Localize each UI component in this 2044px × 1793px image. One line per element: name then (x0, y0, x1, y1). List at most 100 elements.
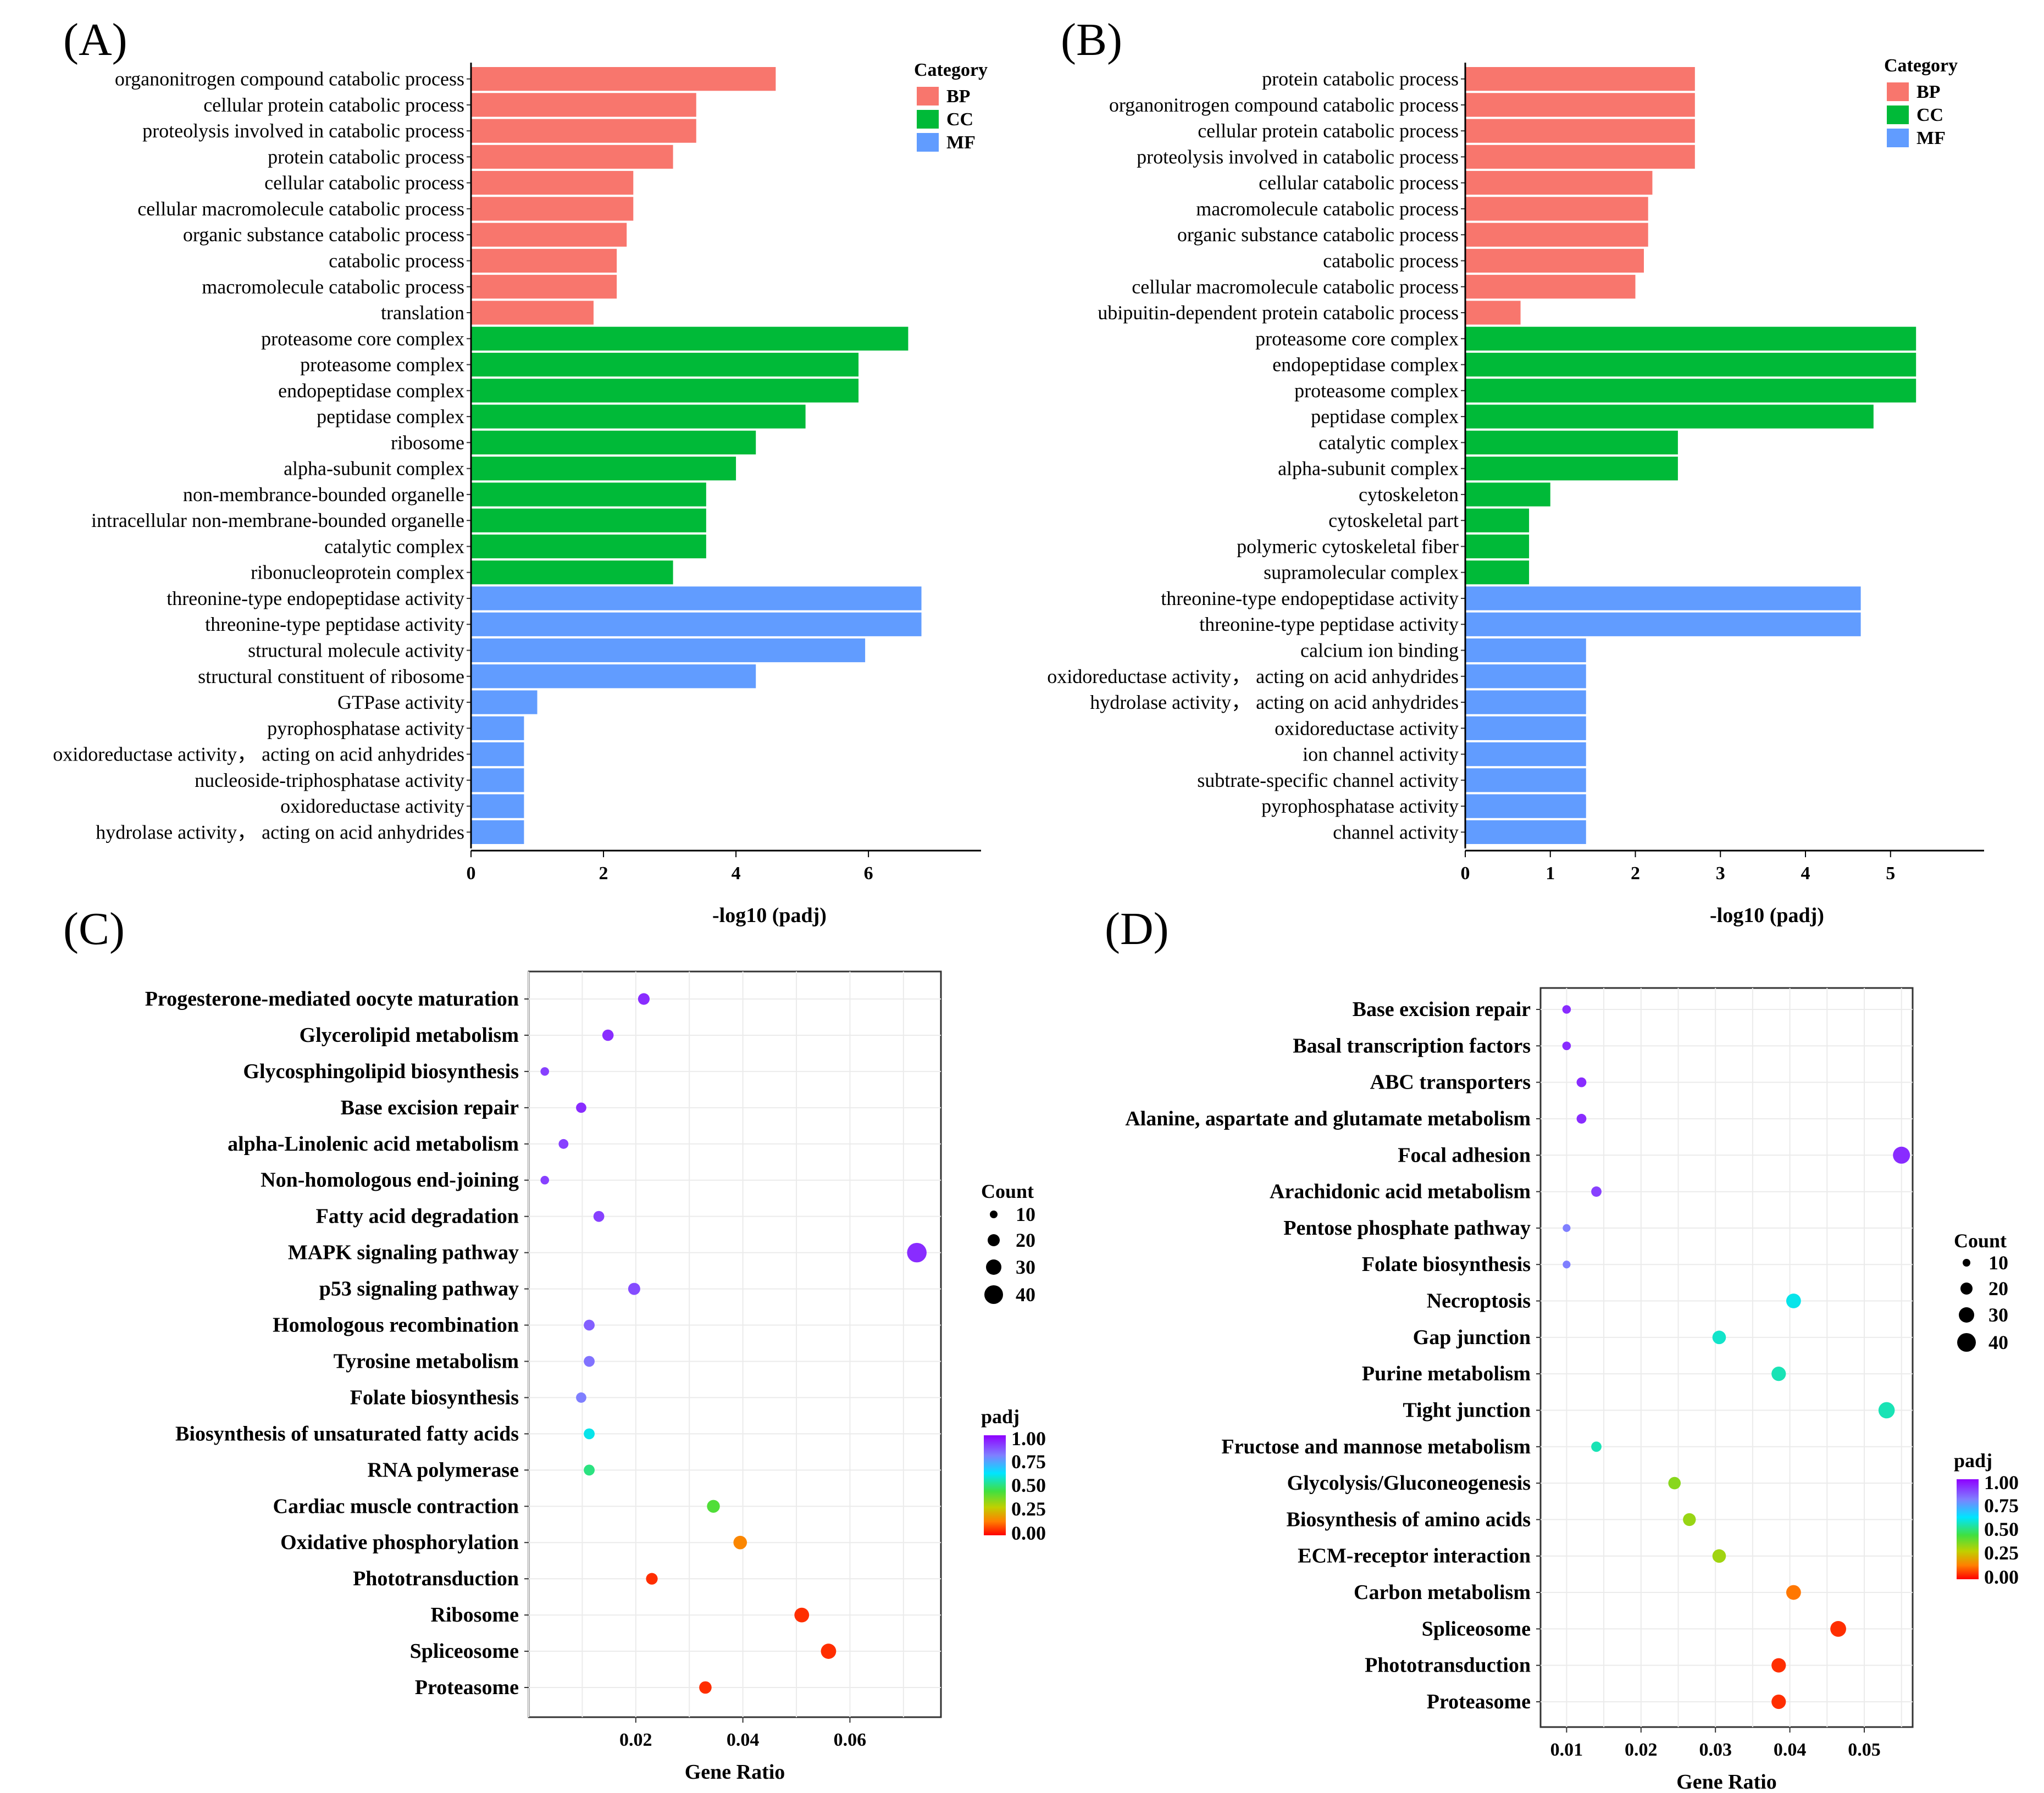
bar (471, 560, 673, 584)
bar (1465, 93, 1695, 116)
bar (471, 223, 627, 247)
data-point (1591, 1186, 1602, 1197)
data-point (699, 1681, 712, 1694)
y-tick-label: intracellular non-membrane-bounded organ… (91, 509, 464, 531)
count-legend-value: 30 (1016, 1256, 1035, 1278)
y-tick-label: Base excision repair (1353, 998, 1531, 1021)
y-tick-label: Spliceosome (1422, 1617, 1531, 1640)
legend-swatch-bp (917, 87, 939, 106)
data-point (1563, 1224, 1570, 1232)
y-tick-label: ECM-receptor interaction (1298, 1545, 1531, 1568)
panel-label-c: (C) (63, 903, 125, 954)
bar (1465, 67, 1695, 91)
data-point (594, 1211, 605, 1222)
x-tick-label: 0.05 (1848, 1740, 1881, 1760)
count-legend-value: 10 (1988, 1252, 2008, 1274)
count-legend-value: 20 (1988, 1278, 2008, 1300)
padj-legend-tick: 0.75 (1984, 1495, 2019, 1517)
y-tick-label: cellular macromolecule catabolic process (1132, 276, 1459, 298)
y-tick-label: structural constituent of ribosome (198, 665, 464, 687)
y-tick-label: Non-homologous end-joining (261, 1169, 519, 1192)
data-point (638, 993, 650, 1004)
x-tick-label: 0.06 (834, 1730, 867, 1750)
padj-legend-tick: 1.00 (1011, 1428, 1046, 1450)
bar (471, 820, 524, 844)
y-tick-label: hydrolase activity， acting on acid anhyd… (1090, 691, 1459, 713)
y-tick-label: ribonucleoprotein complex (251, 562, 464, 584)
data-point (628, 1283, 640, 1295)
count-legend-dot (988, 1234, 1000, 1246)
y-tick-label: polymeric cytoskeletal fiber (1237, 535, 1459, 557)
x-tick-label: 4 (732, 863, 741, 884)
y-tick-label: Folate biosynthesis (1362, 1253, 1531, 1276)
y-tick-label: catabolic process (329, 250, 464, 272)
bar (1465, 482, 1550, 506)
y-tick-label: proteasome core complex (261, 327, 464, 349)
bar (1465, 560, 1529, 584)
bar (1465, 301, 1521, 324)
panel-b-bar-chart: protein catabolic process organonitrogen … (1047, 63, 1984, 927)
count-legend-title: Count (981, 1180, 1034, 1202)
y-tick-label: ion channel activity (1303, 743, 1459, 765)
bar (1465, 794, 1586, 818)
y-tick-label: peptidase complex (1311, 406, 1459, 428)
y-tick-label: Phototransduction (353, 1567, 519, 1590)
padj-colorbar (984, 1435, 1006, 1535)
bar (471, 93, 696, 116)
y-tick-label: Folate biosynthesis (350, 1386, 519, 1409)
bar (471, 717, 524, 740)
data-point (707, 1500, 719, 1513)
x-tick-label: 0.04 (1774, 1740, 1807, 1760)
data-point (1591, 1441, 1602, 1452)
panel-label-b: (B) (1061, 14, 1122, 65)
plot-frame (1541, 988, 1913, 1727)
x-tick-label: 4 (1801, 863, 1810, 884)
padj-legend-tick: 0.25 (1011, 1498, 1046, 1520)
y-tick-label: organic substance catabolic process (1177, 224, 1459, 246)
bar (1465, 690, 1586, 714)
data-point (733, 1536, 747, 1550)
bar (1465, 431, 1678, 454)
y-tick-label: Basal transcription factors (1293, 1034, 1531, 1057)
x-tick-label: 0.03 (1699, 1740, 1732, 1760)
x-tick-label: 0.04 (727, 1730, 760, 1750)
y-tick-label: cellular catabolic process (1259, 172, 1459, 194)
count-legend-dot (1960, 1283, 1973, 1295)
y-tick-label: Fructose and mannose metabolism (1221, 1435, 1531, 1458)
y-tick-label: cellular protein catabolic process (1198, 120, 1459, 142)
y-tick-label: Tyrosine metabolism (334, 1350, 519, 1373)
y-tick-label: catabolic process (1323, 250, 1459, 272)
data-point (821, 1644, 837, 1659)
count-legend-dot (984, 1285, 1003, 1304)
bar (1465, 457, 1678, 480)
y-tick-label: Glycerolipid metabolism (300, 1024, 519, 1047)
x-tick-label: 1 (1546, 863, 1555, 884)
y-tick-label: proteasome core complex (1255, 327, 1459, 349)
legend-label-cc: CC (946, 109, 973, 130)
legend-swatch-cc (917, 110, 939, 129)
count-legend-dot (990, 1211, 998, 1218)
bar (471, 171, 633, 195)
x-axis-title: -log10 (padj) (1710, 904, 1824, 927)
y-tick-label: cellular catabolic process (264, 172, 464, 194)
y-tick-label: peptidase complex (317, 406, 464, 428)
y-tick-label: protein catabolic process (268, 146, 464, 168)
panel-label-d: (D) (1105, 903, 1169, 954)
bar (471, 457, 736, 480)
bar (471, 509, 706, 532)
y-tick-label: GTPase activity (337, 691, 464, 713)
bar (1465, 613, 1861, 636)
plot-frame (529, 972, 941, 1717)
legend-label-mf: MF (946, 132, 976, 153)
padj-legend-tick: 0.00 (1984, 1566, 2019, 1588)
data-point (794, 1608, 809, 1623)
y-tick-label: Fatty acid degradation (316, 1205, 519, 1228)
x-axis-title: Gene Ratio (1676, 1770, 1777, 1793)
y-tick-label: Proteasome (415, 1676, 519, 1699)
legend-swatch-cc (1887, 106, 1909, 124)
data-point (576, 1102, 586, 1113)
category-legend-title: Category (914, 60, 988, 80)
y-tick-label: Ribosome (431, 1603, 519, 1627)
y-tick-label: threonine-type endopeptidase activity (1161, 587, 1459, 609)
bar (471, 301, 594, 324)
